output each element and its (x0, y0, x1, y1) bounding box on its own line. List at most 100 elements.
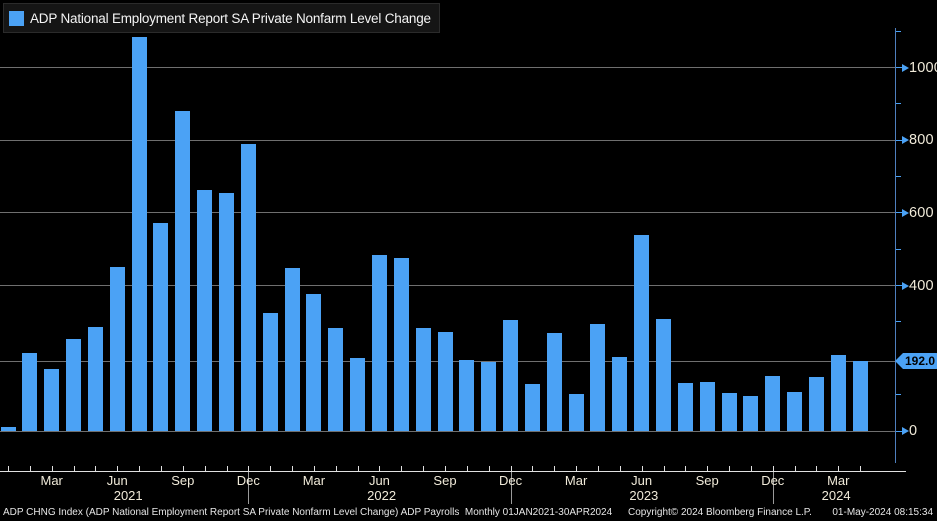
bar[interactable] (0, 427, 16, 431)
bar[interactable] (721, 392, 737, 431)
last-value-badge: 192.0 (895, 352, 937, 369)
y-axis-line (895, 28, 896, 463)
y-tick-icon (896, 139, 903, 141)
x-tick-icon (248, 466, 250, 471)
x-tick-icon (182, 466, 184, 471)
y-minor-tick-icon (896, 248, 901, 250)
bar[interactable] (765, 375, 781, 431)
month-label: Jun (106, 473, 128, 488)
bar[interactable] (852, 361, 868, 431)
x-tick-icon (641, 466, 643, 471)
bar[interactable] (524, 384, 540, 431)
x-tick-icon (139, 466, 141, 471)
x-tick-icon (510, 466, 512, 471)
legend[interactable]: ADP National Employment Report SA Privat… (3, 3, 440, 33)
bar[interactable] (787, 391, 803, 431)
bar[interactable] (262, 312, 278, 431)
badge-arrow-icon (895, 352, 903, 369)
bar[interactable] (219, 192, 234, 431)
bar[interactable] (677, 382, 693, 431)
bar[interactable] (415, 328, 431, 431)
y-minor-tick-icon (896, 321, 901, 323)
x-tick-icon (204, 466, 206, 471)
month-label: Mar (827, 473, 850, 488)
gridline (0, 430, 895, 432)
gridline (0, 285, 895, 287)
x-tick-icon (532, 466, 534, 471)
x-tick-icon (379, 466, 381, 471)
x-tick-icon (357, 466, 359, 471)
bar[interactable] (44, 369, 60, 431)
x-tick-icon (488, 466, 490, 471)
legend-label: ADP National Employment Report SA Privat… (30, 10, 431, 26)
bar[interactable] (459, 360, 475, 431)
bar[interactable] (284, 267, 300, 431)
bar[interactable] (131, 37, 147, 431)
bar[interactable] (590, 324, 606, 431)
bar[interactable] (306, 293, 322, 431)
x-tick-icon (423, 466, 425, 471)
y-tick-arrow-icon (902, 136, 909, 145)
bar[interactable] (87, 327, 103, 431)
x-tick-icon (313, 466, 315, 471)
footer-timestamp: 01-May-2024 08:15:34 (832, 507, 933, 518)
bar[interactable] (393, 257, 409, 431)
x-tick-icon (335, 466, 337, 471)
bar[interactable] (109, 267, 125, 431)
bar[interactable] (197, 190, 213, 431)
bar[interactable] (503, 320, 519, 431)
month-label: Jun (368, 473, 390, 488)
y-tick-arrow-icon (902, 208, 909, 217)
x-tick-icon (29, 466, 31, 471)
bar[interactable] (328, 327, 344, 431)
month-label: Dec (761, 473, 785, 488)
month-label: Sep (695, 473, 719, 488)
bar[interactable] (240, 144, 256, 431)
x-tick-icon (794, 466, 796, 471)
bar[interactable] (350, 358, 366, 431)
bar[interactable] (153, 223, 169, 431)
y-minor-tick-icon (896, 103, 901, 105)
y-axis-label: 800 (909, 132, 934, 149)
bar[interactable] (634, 234, 650, 431)
bar[interactable] (830, 355, 846, 431)
legend-swatch-icon (9, 10, 24, 26)
bar[interactable] (568, 394, 584, 431)
y-axis-label: 1000 (909, 59, 937, 76)
x-tick-icon (729, 466, 731, 471)
bar[interactable] (22, 352, 38, 431)
x-tick-icon (466, 466, 468, 471)
x-tick-icon (860, 466, 862, 471)
bar[interactable] (656, 319, 671, 431)
x-tick-icon (270, 466, 272, 471)
year-separator-line (248, 471, 250, 504)
x-tick-icon (576, 466, 578, 471)
footer-copyright: Copyright© 2024 Bloomberg Finance L.P. (628, 507, 812, 518)
bar[interactable] (743, 396, 759, 431)
x-tick-icon (619, 466, 621, 471)
x-tick-icon (226, 466, 228, 471)
gridline (0, 212, 895, 214)
month-label: Dec (236, 473, 260, 488)
x-tick-icon (554, 466, 556, 471)
month-label: Mar (40, 473, 63, 488)
bar[interactable] (546, 332, 562, 431)
bar[interactable] (699, 381, 715, 431)
footer: ADP CHNG Index (ADP National Employment … (0, 504, 937, 521)
bar[interactable] (175, 111, 191, 431)
bar[interactable] (481, 361, 497, 431)
month-label: Sep (171, 473, 195, 488)
month-label: Sep (433, 473, 457, 488)
bar[interactable] (808, 376, 824, 431)
x-tick-icon (95, 466, 97, 471)
bar[interactable] (371, 255, 387, 431)
bar[interactable] (437, 331, 453, 431)
y-tick-arrow-icon (902, 427, 909, 435)
y-minor-tick-icon (896, 394, 901, 396)
bar[interactable] (66, 339, 82, 431)
y-tick-icon (896, 212, 903, 214)
bar[interactable] (612, 357, 628, 431)
year-label: 2021 (113, 488, 143, 503)
year-separator-line (510, 471, 512, 504)
